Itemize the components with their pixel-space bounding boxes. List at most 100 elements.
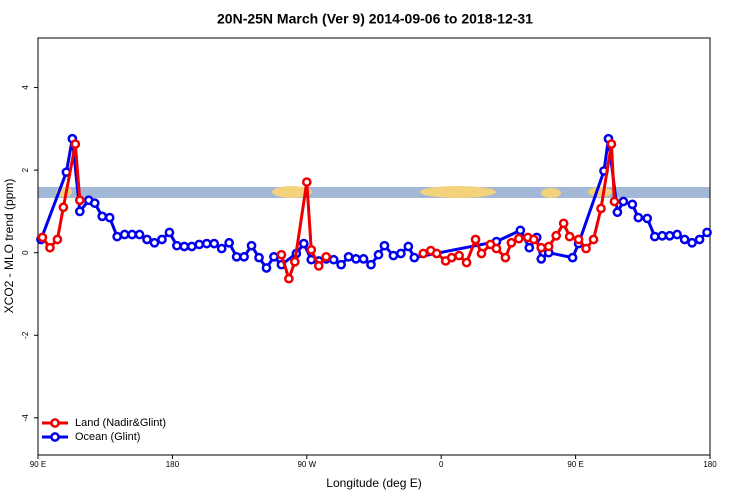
data-point [186, 241, 197, 252]
legend-label: Land (Nadir&Glint) [75, 417, 166, 429]
y-tick-label: 2 [21, 167, 30, 172]
x-tick-label: 180 [166, 460, 180, 469]
data-point [573, 234, 584, 245]
data-point [172, 240, 182, 251]
data-point [446, 252, 457, 263]
data-point [127, 229, 137, 240]
data-point [551, 230, 562, 241]
data-point [687, 237, 697, 248]
data-point [343, 251, 354, 262]
data-point [564, 231, 575, 242]
data-point [431, 248, 442, 259]
map-band [38, 186, 710, 198]
data-point [321, 251, 332, 262]
data-point [336, 259, 346, 270]
data-point [476, 248, 487, 259]
data-point [134, 229, 145, 240]
data-point [558, 218, 569, 229]
data-point [246, 240, 257, 251]
x-tick-label: 90 E [30, 460, 46, 469]
x-axis-label: Longitude (deg E) [326, 476, 421, 490]
data-point [373, 249, 384, 260]
data-point [366, 259, 376, 270]
data-point [269, 251, 279, 262]
data-point [224, 237, 234, 248]
data-point [461, 257, 472, 268]
data-point [536, 254, 547, 264]
data-point [306, 244, 317, 255]
x-tick-label: 180 [703, 460, 717, 469]
data-point [702, 227, 712, 238]
data-point [500, 252, 511, 263]
data-point [567, 252, 578, 263]
data-point [409, 252, 420, 263]
data-point [543, 241, 554, 252]
data-point [396, 248, 406, 259]
data-point [194, 239, 205, 250]
data-point [70, 139, 81, 149]
data-point [588, 234, 599, 245]
x-tick-label: 0 [439, 460, 444, 469]
data-point [633, 212, 644, 223]
data-point [74, 206, 85, 217]
data-point [179, 241, 190, 252]
data-point [201, 238, 212, 249]
plot-frame [37, 37, 711, 456]
legend-marker [50, 418, 60, 428]
data-point [506, 237, 517, 248]
data-point [97, 211, 108, 222]
data-point [524, 242, 535, 253]
data-point [37, 232, 48, 243]
data-point [514, 233, 524, 244]
data-point [672, 229, 682, 240]
y-tick-label: -4 [21, 414, 30, 422]
y-tick-label: 4 [21, 85, 30, 90]
y-tick-label: -2 [21, 331, 30, 339]
y-tick-label: 0 [21, 250, 30, 255]
data-point [627, 199, 638, 210]
data-point [239, 251, 249, 262]
series-line [39, 138, 709, 271]
data-point [388, 250, 399, 261]
legend-label: Ocean (Glint) [75, 431, 140, 443]
data-point [58, 202, 69, 213]
data-point [276, 249, 287, 260]
data-point [142, 234, 152, 245]
data-point [581, 243, 591, 254]
data-point [74, 195, 85, 206]
data-point [454, 250, 464, 261]
data-point [379, 240, 390, 251]
data-point [536, 242, 547, 253]
data-point [470, 234, 481, 245]
data-point [254, 252, 264, 263]
data-point [313, 261, 324, 271]
data-point [606, 139, 617, 149]
data-point [618, 196, 629, 207]
data-point [284, 273, 294, 284]
data-point [301, 177, 312, 187]
data-point [596, 203, 606, 214]
data-point [515, 225, 526, 236]
data-point [261, 263, 272, 273]
data-point [112, 231, 122, 242]
data-point [298, 238, 309, 249]
data-point [528, 234, 539, 245]
legend-marker [50, 432, 60, 442]
data-point [45, 242, 55, 253]
data-point [664, 230, 675, 241]
data-point [149, 237, 160, 248]
data-point [164, 227, 175, 238]
data-point [642, 213, 653, 224]
chart-title: 20N-25N March (Ver 9) 2014-09-06 to 2018… [217, 11, 533, 27]
data-point [209, 238, 220, 249]
data-point [119, 229, 130, 240]
data-point [52, 234, 63, 245]
data-point [403, 241, 414, 252]
data-point [157, 234, 167, 245]
data-point [657, 230, 668, 241]
data-point [679, 234, 690, 245]
data-point [609, 196, 620, 207]
x-tick-label: 90 E [567, 460, 583, 469]
data-point [89, 198, 100, 208]
